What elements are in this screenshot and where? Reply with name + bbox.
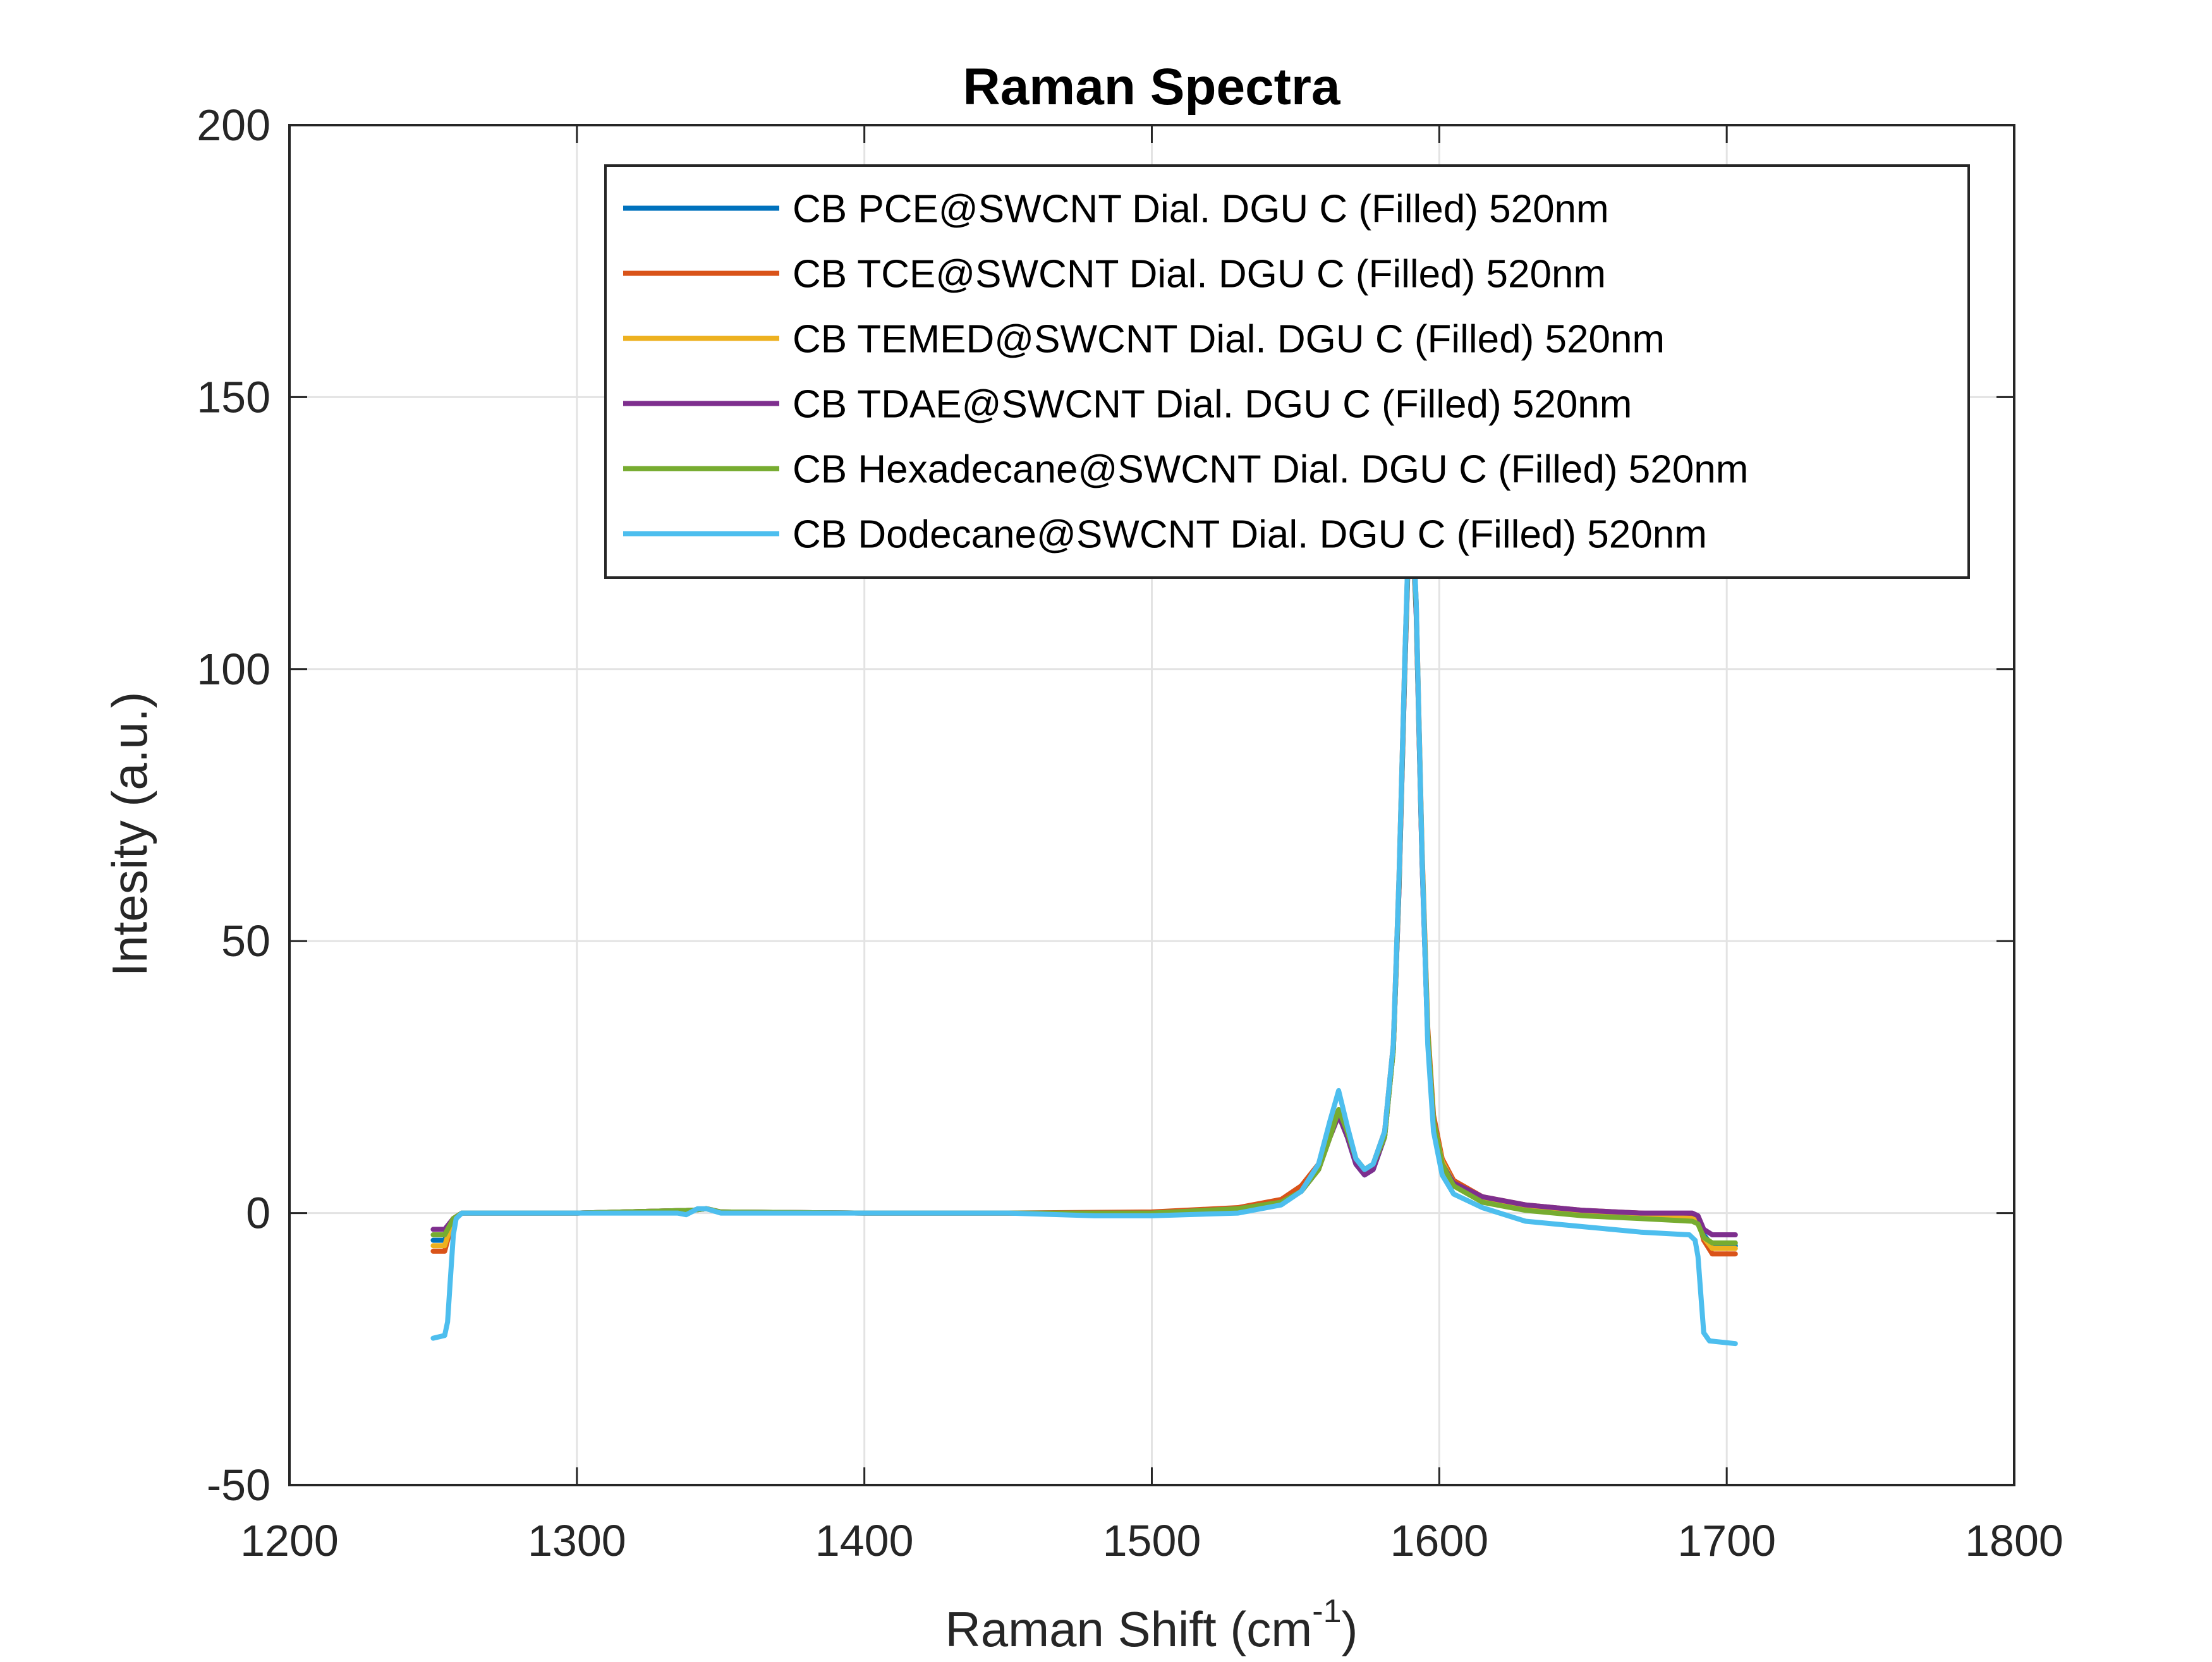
chart-title: Raman Spectra — [963, 58, 1340, 116]
y-tick-label: 100 — [197, 645, 270, 694]
y-axis-label: Intesity (a.u.) — [102, 692, 157, 977]
legend-entry: CB TEMED@SWCNT Dial. DGU C (Filled) 520n… — [793, 318, 1665, 361]
x-tick-label: 1700 — [1677, 1516, 1776, 1565]
legend-entry: CB TCE@SWCNT Dial. DGU C (Filled) 520nm — [793, 253, 1606, 296]
legend-items: CB PCE@SWCNT Dial. DGU C (Filled) 520nm C… — [623, 188, 1748, 557]
y-tick-labels: -50 0 50 100 150 200 — [197, 100, 270, 1510]
x-axis-label: Raman Shift (cm-1) — [945, 1593, 1358, 1657]
x-tick-label: 1200 — [240, 1516, 339, 1565]
axis-ticks — [288, 124, 2015, 1486]
legend-box — [604, 164, 1970, 579]
y-tick-label: 150 — [197, 372, 270, 422]
legend-entry: CB TDAE@SWCNT Dial. DGU C (Filled) 520nm — [793, 383, 1632, 427]
x-tick-label: 1600 — [1390, 1516, 1488, 1565]
series-line-6 — [430, 465, 1738, 1347]
legend-entry: CB Hexadecane@SWCNT Dial. DGU C (Filled)… — [793, 448, 1748, 492]
x-tick-label: 1300 — [528, 1516, 626, 1565]
legend: CB PCE@SWCNT Dial. DGU C (Filled) 520nm C… — [604, 164, 1970, 579]
x-axis-label-superscript: -1 — [1312, 1593, 1341, 1630]
series-lines — [430, 465, 1738, 1347]
y-tick-label: 50 — [221, 916, 270, 966]
x-axis-label-main: Raman Shift (cm — [945, 1601, 1312, 1657]
legend-entry: CB Dodecane@SWCNT Dial. DGU C (Filled) 5… — [793, 513, 1707, 557]
x-tick-label: 1500 — [1103, 1516, 1201, 1565]
x-axis-label-tail: ) — [1342, 1601, 1358, 1657]
y-tick-label: 0 — [246, 1189, 270, 1238]
y-tick-label: 200 — [197, 100, 270, 150]
legend-entry: CB PCE@SWCNT Dial. DGU C (Filled) 520nm — [793, 188, 1609, 231]
x-tick-labels: 1200 1300 1400 1500 1600 1700 1800 — [240, 1516, 2063, 1565]
x-tick-label: 1800 — [1965, 1516, 2063, 1565]
y-tick-label: -50 — [207, 1460, 270, 1510]
x-tick-label: 1400 — [815, 1516, 914, 1565]
